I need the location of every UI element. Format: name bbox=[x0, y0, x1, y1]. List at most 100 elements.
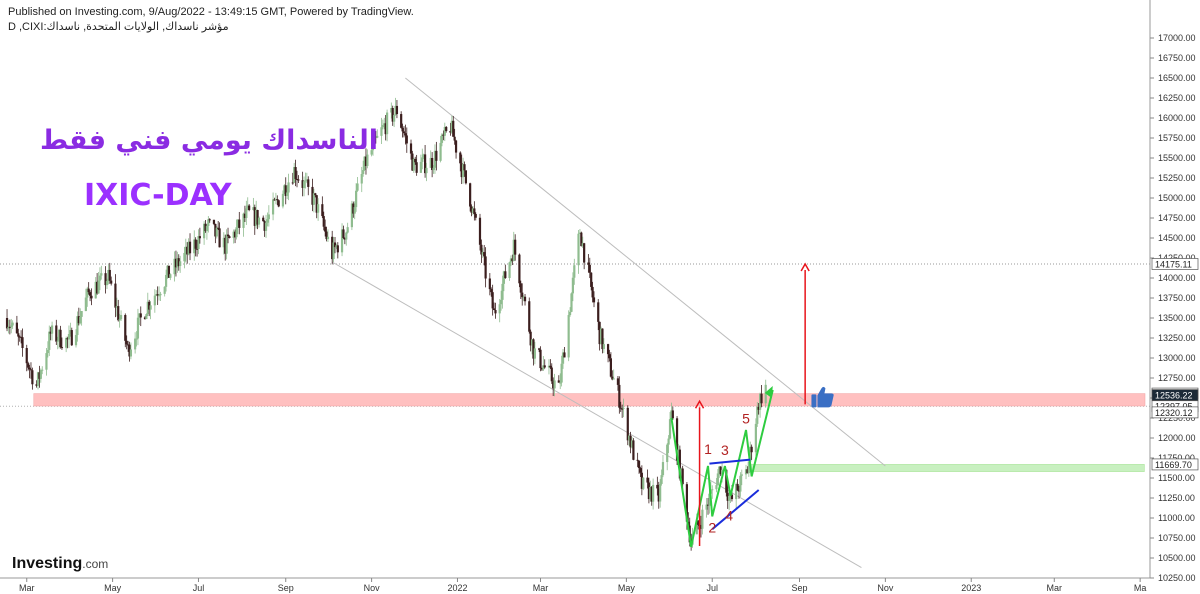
candle-body bbox=[370, 150, 373, 155]
x-tick-label: May bbox=[104, 583, 122, 593]
candle-body bbox=[412, 158, 415, 171]
candle-body bbox=[155, 294, 158, 296]
candle-body bbox=[164, 274, 168, 287]
red-arrow-target-head bbox=[800, 262, 810, 272]
candle-body bbox=[304, 180, 307, 182]
candle-body bbox=[599, 328, 603, 345]
candle-body bbox=[224, 237, 227, 254]
candle-body bbox=[246, 205, 249, 209]
candle-body bbox=[560, 363, 563, 383]
y-tick-label: 16250.00 bbox=[1158, 93, 1196, 103]
candle-body bbox=[523, 296, 527, 302]
candle-body bbox=[125, 340, 128, 345]
candle-body bbox=[557, 380, 560, 383]
candle-body bbox=[124, 315, 127, 341]
candle-body bbox=[342, 229, 345, 238]
candle-body bbox=[104, 273, 107, 286]
candle-body bbox=[650, 486, 653, 502]
candle-body bbox=[588, 264, 591, 273]
candle-body bbox=[509, 258, 513, 263]
candle-body bbox=[567, 315, 570, 358]
grid-lines bbox=[0, 263, 1150, 407]
candle-body bbox=[561, 352, 565, 364]
candle-body bbox=[177, 258, 180, 266]
candle-body bbox=[277, 200, 280, 207]
y-tick-label: 13000.00 bbox=[1158, 353, 1196, 363]
candle-body bbox=[25, 348, 28, 364]
price-tags: 14175.1112555.3512536.2212397.0512320.12… bbox=[1151, 258, 1199, 471]
candle-body bbox=[264, 222, 268, 231]
x-axis: Mar May Jul Sep Nov 2022 Mar May Jul Sep Nov 2023 Ma… bbox=[0, 577, 1150, 593]
y-tick-label: 11250.00 bbox=[1158, 493, 1195, 503]
candle-body bbox=[649, 486, 652, 500]
candle-body bbox=[184, 246, 187, 253]
candle-body bbox=[84, 297, 87, 312]
candle-body bbox=[193, 239, 196, 254]
candle-body bbox=[302, 181, 306, 188]
candle-body bbox=[629, 435, 632, 448]
candle-body bbox=[711, 489, 714, 491]
candle-body bbox=[736, 483, 739, 491]
y-tick-label: 15500.00 bbox=[1158, 153, 1196, 163]
candle-body bbox=[266, 219, 269, 223]
candle-body bbox=[459, 152, 462, 164]
candle-body bbox=[611, 376, 614, 380]
wave-label-5: 5 bbox=[742, 411, 750, 427]
candle-body bbox=[708, 493, 711, 506]
candle-body bbox=[583, 243, 586, 263]
candle-body bbox=[79, 316, 82, 324]
candle-body bbox=[578, 232, 582, 234]
candle-body bbox=[294, 167, 297, 179]
candle-body bbox=[98, 275, 102, 281]
candle-body bbox=[353, 207, 356, 214]
candle-body bbox=[238, 219, 241, 228]
candle-body bbox=[381, 125, 384, 128]
candle-body bbox=[542, 365, 545, 370]
candle-body bbox=[48, 331, 51, 350]
candle-body bbox=[415, 162, 418, 173]
candle-body bbox=[126, 344, 130, 346]
y-tick-label: 11500.00 bbox=[1158, 473, 1195, 483]
price-tag-label: 14175.11 bbox=[1155, 259, 1192, 269]
x-tick-label: Mar bbox=[533, 583, 549, 593]
candle-body bbox=[661, 462, 665, 476]
wave-label-3: 3 bbox=[721, 442, 729, 458]
candle-body bbox=[76, 316, 79, 336]
candle-body bbox=[41, 369, 44, 371]
candle-body bbox=[274, 199, 277, 201]
candle-body bbox=[29, 369, 33, 371]
price-tag-label: 12320.12 bbox=[1155, 408, 1193, 418]
price-zones bbox=[33, 393, 1146, 472]
candle-body bbox=[174, 258, 178, 268]
candle-body bbox=[739, 475, 742, 492]
candle-body bbox=[481, 252, 484, 255]
candle-body bbox=[697, 520, 700, 525]
candle-body bbox=[391, 107, 394, 122]
candle-body bbox=[591, 286, 594, 298]
candle-body bbox=[18, 336, 21, 338]
candle-body bbox=[352, 203, 355, 214]
y-tick-label: 12000.00 bbox=[1158, 433, 1196, 443]
candle-body bbox=[425, 167, 428, 174]
candle-body bbox=[484, 256, 487, 279]
candle-body bbox=[518, 254, 521, 284]
candle-body bbox=[464, 170, 468, 184]
candle-body bbox=[750, 446, 753, 453]
candle-body bbox=[10, 325, 13, 328]
candle-body bbox=[432, 167, 435, 171]
candle-body bbox=[364, 156, 368, 166]
candle-body bbox=[90, 295, 93, 299]
candle-body bbox=[380, 127, 383, 136]
y-tick-label: 11000.00 bbox=[1158, 513, 1195, 523]
candle-body bbox=[666, 444, 669, 463]
y-tick-label: 16000.00 bbox=[1158, 113, 1196, 123]
candle-body bbox=[343, 237, 346, 240]
candle-body bbox=[616, 378, 620, 385]
candle-body bbox=[530, 339, 534, 346]
candle-body bbox=[376, 135, 379, 138]
y-tick-label: 14250.00 bbox=[1158, 253, 1196, 263]
candle-body bbox=[656, 484, 659, 489]
candle-body bbox=[571, 277, 574, 294]
candle-body bbox=[705, 504, 708, 510]
